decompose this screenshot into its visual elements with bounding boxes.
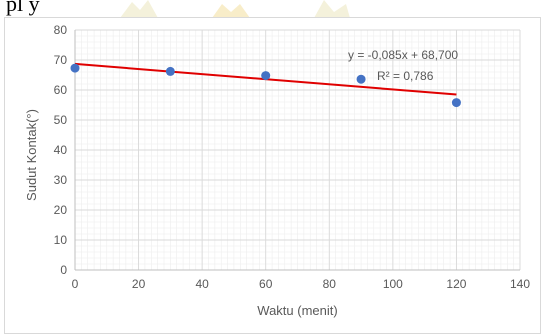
x-tick-label: 120 bbox=[446, 277, 466, 291]
watermark-logo bbox=[120, 0, 158, 18]
y-tick-label: 50 bbox=[54, 113, 68, 127]
y-tick-label: 70 bbox=[54, 53, 68, 67]
y-tick-label: 80 bbox=[54, 23, 68, 37]
x-tick-label: 0 bbox=[72, 277, 79, 291]
data-point bbox=[261, 71, 271, 81]
x-tick-label: 80 bbox=[323, 277, 337, 291]
watermark-logo-center bbox=[212, 4, 250, 18]
trendline-r-squared: R² = 0,786 bbox=[377, 69, 434, 83]
x-tick-label: 140 bbox=[510, 277, 530, 291]
y-axis-title: Sudut Kontak(°) bbox=[24, 109, 39, 201]
watermark-logo-right bbox=[314, 0, 350, 18]
page-text: pl y bbox=[6, 0, 40, 16]
y-tick-label: 0 bbox=[60, 263, 67, 277]
data-points bbox=[70, 63, 461, 108]
data-point bbox=[165, 66, 175, 76]
y-tick-label: 30 bbox=[54, 173, 68, 187]
x-tick-label: 100 bbox=[383, 277, 403, 291]
y-tick-label: 40 bbox=[54, 143, 68, 157]
y-tick-label: 10 bbox=[54, 233, 68, 247]
y-tick-label: 20 bbox=[54, 203, 68, 217]
x-tick-label: 40 bbox=[195, 277, 209, 291]
data-point bbox=[356, 74, 366, 84]
gridlines bbox=[74, 29, 521, 271]
x-tick-label: 20 bbox=[132, 277, 146, 291]
x-tick-label: 60 bbox=[259, 277, 273, 291]
data-point bbox=[451, 98, 461, 108]
tick-labels: 0 20 40 60 80 100 120 140 0 10 20 30 40 50 60 70 80 bbox=[54, 23, 531, 291]
data-point bbox=[70, 63, 80, 73]
chart-frame bbox=[4, 17, 541, 334]
trendline-equation: y = -0,085x + 68,700 bbox=[348, 48, 458, 62]
x-axis-title: Waktu (menit) bbox=[257, 303, 337, 318]
y-tick-label: 60 bbox=[54, 83, 68, 97]
